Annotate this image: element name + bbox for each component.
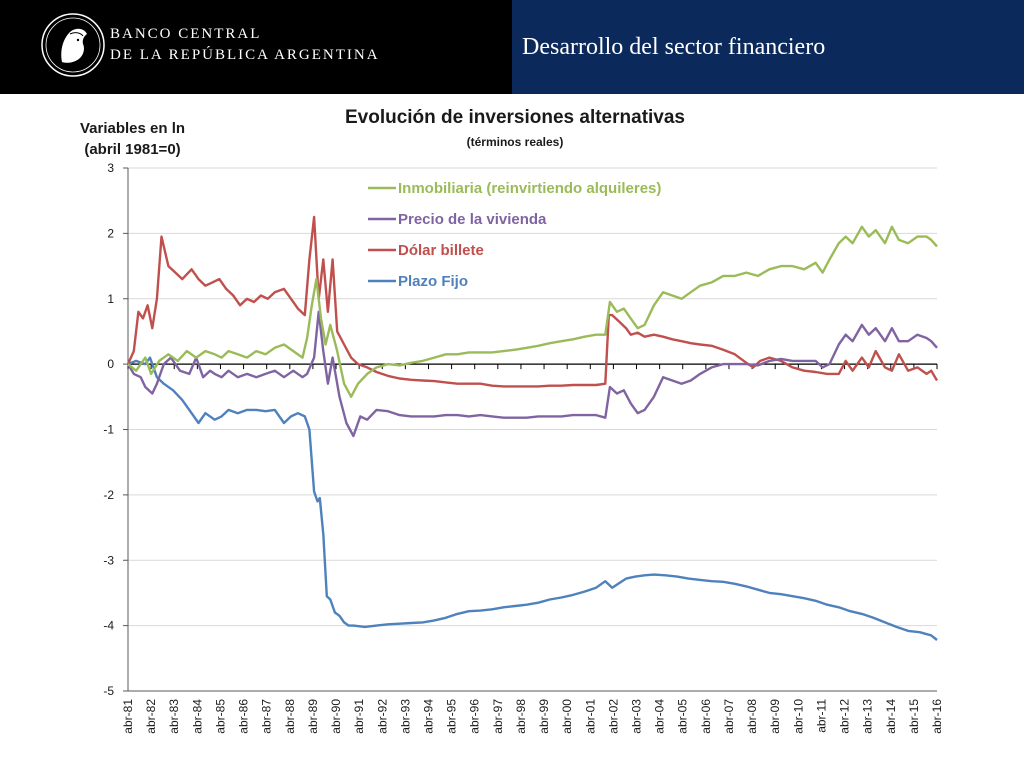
x-tick-label: abr-86 (237, 699, 251, 734)
x-tick-label: abr-93 (398, 699, 412, 734)
legend-label: Inmobiliaria (reinvirtiendo alquileres) (398, 180, 661, 197)
x-tick-label: abr-13 (861, 699, 875, 734)
series-line-inmobiliaria-reinvirtiendo-alquileres (127, 225, 938, 398)
x-tick-label: abr-94 (421, 699, 435, 734)
x-tick-label: abr-06 (699, 699, 713, 734)
x-tick-label: abr-85 (213, 699, 227, 734)
x-tick-label: abr-95 (445, 699, 459, 734)
x-tick-label: abr-12 (838, 699, 852, 734)
x-tick-label: abr-83 (167, 699, 181, 734)
series-line-precio-de-la-vivienda (126, 310, 938, 438)
x-tick-label: abr-05 (676, 699, 690, 734)
y-tick-label: 3 (107, 161, 114, 175)
y-axis-label: Variables en ln (abril 1981=0) (60, 118, 205, 160)
x-tick-label: abr-88 (283, 699, 297, 734)
y-axis-label-line1: Variables en ln (79, 120, 186, 137)
x-tick-label: abr-02 (606, 699, 620, 734)
y-tick-label: 0 (107, 357, 114, 371)
x-tick-label: abr-82 (144, 699, 158, 734)
legend-label: Dólar billete (398, 242, 484, 259)
x-tick-label: abr-96 (468, 699, 482, 734)
x-tick-label: abr-07 (722, 699, 736, 734)
x-tick-label: abr-91 (352, 699, 366, 734)
header-brand-panel: BANCO CENTRAL DE LA REPÚBLICA ARGENTINA (0, 0, 512, 94)
bank-name: BANCO CENTRAL DE LA REPÚBLICA ARGENTINA (110, 24, 380, 66)
y-tick-label: 2 (107, 226, 114, 240)
x-tick-label: abr-90 (329, 699, 343, 734)
x-tick-label: abr-97 (491, 699, 505, 734)
x-tick-label: abr-00 (560, 699, 574, 734)
y-tick-label: 1 (107, 292, 114, 306)
x-tick-label: abr-08 (745, 699, 759, 734)
series-line-d-lar-billete (126, 215, 939, 388)
x-tick-label: abr-89 (306, 699, 320, 734)
y-tick-label: -2 (103, 488, 114, 502)
bank-name-line2: DE LA REPÚBLICA ARGENTINA (110, 47, 380, 63)
y-axis-label-line2: (abril 1981=0) (84, 141, 181, 158)
bank-name-line1: BANCO CENTRAL (110, 26, 262, 42)
x-tick-label: abr-84 (190, 699, 204, 734)
x-tick-label: abr-92 (375, 699, 389, 734)
y-tick-label: -4 (103, 619, 114, 633)
x-tick-label: abr-99 (537, 699, 551, 734)
x-tick-label: abr-01 (583, 699, 597, 734)
chart-title: Evolución de inversiones alternativas (344, 107, 685, 128)
x-tick-label: abr-81 (121, 699, 135, 734)
y-tick-label: -1 (103, 423, 114, 437)
x-tick-label: abr-16 (930, 699, 944, 734)
chart-subtitle: (términos reales) (466, 135, 564, 149)
series-line-plazo-fijo (127, 356, 938, 641)
x-tick-label: abr-87 (260, 699, 274, 734)
bcra-seal-icon (41, 13, 105, 77)
x-tick-label: abr-04 (653, 699, 667, 734)
legend-label: Precio de la vivienda (398, 211, 547, 228)
x-tick-label: abr-11 (814, 699, 828, 733)
x-tick-label: abr-10 (791, 699, 805, 734)
page-title: Desarrollo del sector financiero (522, 34, 826, 60)
y-tick-label: -3 (103, 553, 114, 567)
x-tick-label: abr-15 (907, 699, 921, 734)
legend-label: Plazo Fijo (398, 273, 468, 290)
y-tick-label: -5 (103, 684, 114, 698)
x-tick-label: abr-03 (630, 699, 644, 734)
header-title-panel (512, 0, 1024, 94)
x-tick-label: abr-98 (514, 699, 528, 734)
x-tick-label: abr-14 (884, 699, 898, 734)
x-tick-label: abr-09 (768, 699, 782, 734)
